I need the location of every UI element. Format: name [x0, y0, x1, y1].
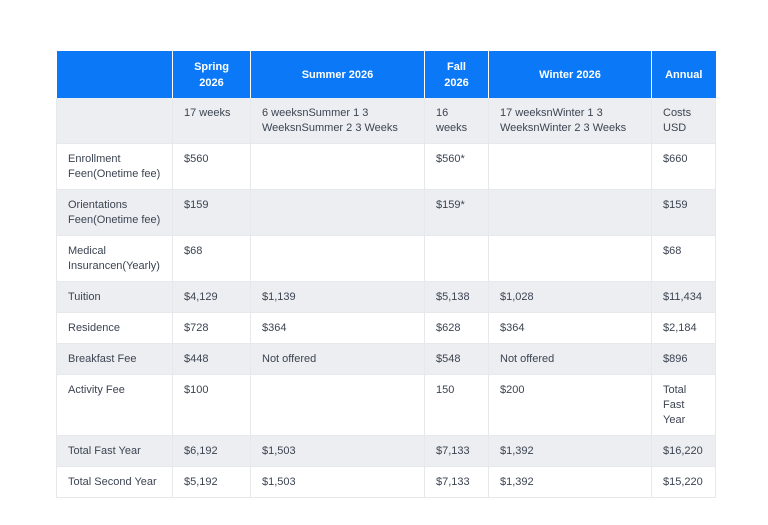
header-spring-line1: Spring: [194, 60, 229, 73]
table-row: 17 weeks 6 weeksnSummer 1 3 WeeksnSummer…: [56, 98, 716, 144]
table-cell: [488, 189, 652, 236]
table-cell: [424, 235, 489, 282]
table-cell: Total Fast Year: [651, 374, 716, 436]
table-cell: [250, 143, 425, 190]
table-cell: $2,184: [651, 312, 716, 344]
table-cell: Activity Fee: [56, 374, 173, 436]
header-cell-spring: Spring 2026: [172, 51, 251, 98]
cost-table-container: Spring 2026 Summer 2026 Fall 2026 Winter 2…: [56, 51, 716, 498]
table-row: Total Fast Year $6,192 $1,503 $7,133 $1,…: [56, 435, 716, 467]
table-cell: $159*: [424, 189, 489, 236]
table-row: Residence $728 $364 $628 $364 $2,184: [56, 312, 716, 344]
table-cell: $68: [651, 235, 716, 282]
header-cell-summer: Summer 2026: [250, 51, 425, 98]
table-cell: Not offered: [488, 343, 652, 375]
table-cell: [56, 98, 173, 144]
table-cell: $1,028: [488, 281, 652, 313]
table-cell: [488, 235, 652, 282]
table-row: Orientations Feen(Onetime fee) $159 $159…: [56, 189, 716, 236]
table-cell: Enrollment Feen(Onetime fee): [56, 143, 173, 190]
table-cell: $364: [488, 312, 652, 344]
table-cell: $1,503: [250, 435, 425, 467]
table-cell: Total Fast Year: [56, 435, 173, 467]
table-cell: $628: [424, 312, 489, 344]
table-cell: $660: [651, 143, 716, 190]
table-cell: $68: [172, 235, 251, 282]
table-cell: $6,192: [172, 435, 251, 467]
header-cell-empty: [56, 51, 173, 98]
table-cell: $448: [172, 343, 251, 375]
table-cell: $548: [424, 343, 489, 375]
table-cell: Tuition: [56, 281, 173, 313]
table-cell: $896: [651, 343, 716, 375]
table-cell: 17 weeks: [172, 98, 251, 144]
table-cell: [250, 235, 425, 282]
cost-table: Spring 2026 Summer 2026 Fall 2026 Winter 2…: [56, 51, 716, 498]
table-cell: [488, 143, 652, 190]
table-cell: $1,392: [488, 435, 652, 467]
table-row: Activity Fee $100 150 $200 Total Fast Ye…: [56, 374, 716, 436]
table-cell: $11,434: [651, 281, 716, 313]
header-fall-line1: Fall: [447, 60, 466, 73]
table-cell: $159: [172, 189, 251, 236]
header-row: Spring 2026 Summer 2026 Fall 2026 Winter 2…: [56, 51, 716, 98]
header-spring-line2: 2026: [199, 76, 224, 89]
table-cell: $200: [488, 374, 652, 436]
header-cell-winter: Winter 2026: [488, 51, 652, 98]
table-cell: $15,220: [651, 466, 716, 498]
table-cell: Costs USD: [651, 98, 716, 144]
table-cell: $5,138: [424, 281, 489, 313]
table-cell: 16 weeks: [424, 98, 489, 144]
table-cell: 150: [424, 374, 489, 436]
table-cell: $5,192: [172, 466, 251, 498]
table-cell: $100: [172, 374, 251, 436]
table-row: Total Second Year $5,192 $1,503 $7,133 $…: [56, 466, 716, 498]
table-row: Tuition $4,129 $1,139 $5,138 $1,028 $11,…: [56, 281, 716, 313]
table-cell: Medical Insurancen(Yearly): [56, 235, 173, 282]
table-row: Medical Insurancen(Yearly) $68 $68: [56, 235, 716, 282]
table-cell: $560: [172, 143, 251, 190]
table-cell: $364: [250, 312, 425, 344]
table-cell: $16,220: [651, 435, 716, 467]
table-cell: 17 weeksnWinter 1 3 WeeksnWinter 2 3 Wee…: [488, 98, 652, 144]
table-cell: $728: [172, 312, 251, 344]
table-cell: $7,133: [424, 466, 489, 498]
table-cell: $159: [651, 189, 716, 236]
table-cell: Total Second Year: [56, 466, 173, 498]
table-cell: [250, 189, 425, 236]
table-header: Spring 2026 Summer 2026 Fall 2026 Winter 2…: [56, 51, 716, 98]
table-cell: [250, 374, 425, 436]
table-cell: $560*: [424, 143, 489, 190]
table-cell: $1,392: [488, 466, 652, 498]
table-cell: $1,139: [250, 281, 425, 313]
table-cell: $7,133: [424, 435, 489, 467]
header-cell-annual: Annual: [651, 51, 716, 98]
table-cell: Breakfast Fee: [56, 343, 173, 375]
header-fall-line2: 2026: [444, 76, 469, 89]
table-row: Enrollment Feen(Onetime fee) $560 $560* …: [56, 143, 716, 190]
table-cell: 6 weeksnSummer 1 3 WeeksnSummer 2 3 Week…: [250, 98, 425, 144]
table-cell: Orientations Feen(Onetime fee): [56, 189, 173, 236]
table-cell: $1,503: [250, 466, 425, 498]
table-cell: Not offered: [250, 343, 425, 375]
header-cell-fall: Fall 2026: [424, 51, 489, 98]
table-cell: $4,129: [172, 281, 251, 313]
table-cell: Residence: [56, 312, 173, 344]
table-row: Breakfast Fee $448 Not offered $548 Not …: [56, 343, 716, 375]
table-body: 17 weeks 6 weeksnSummer 1 3 WeeksnSummer…: [56, 98, 716, 498]
